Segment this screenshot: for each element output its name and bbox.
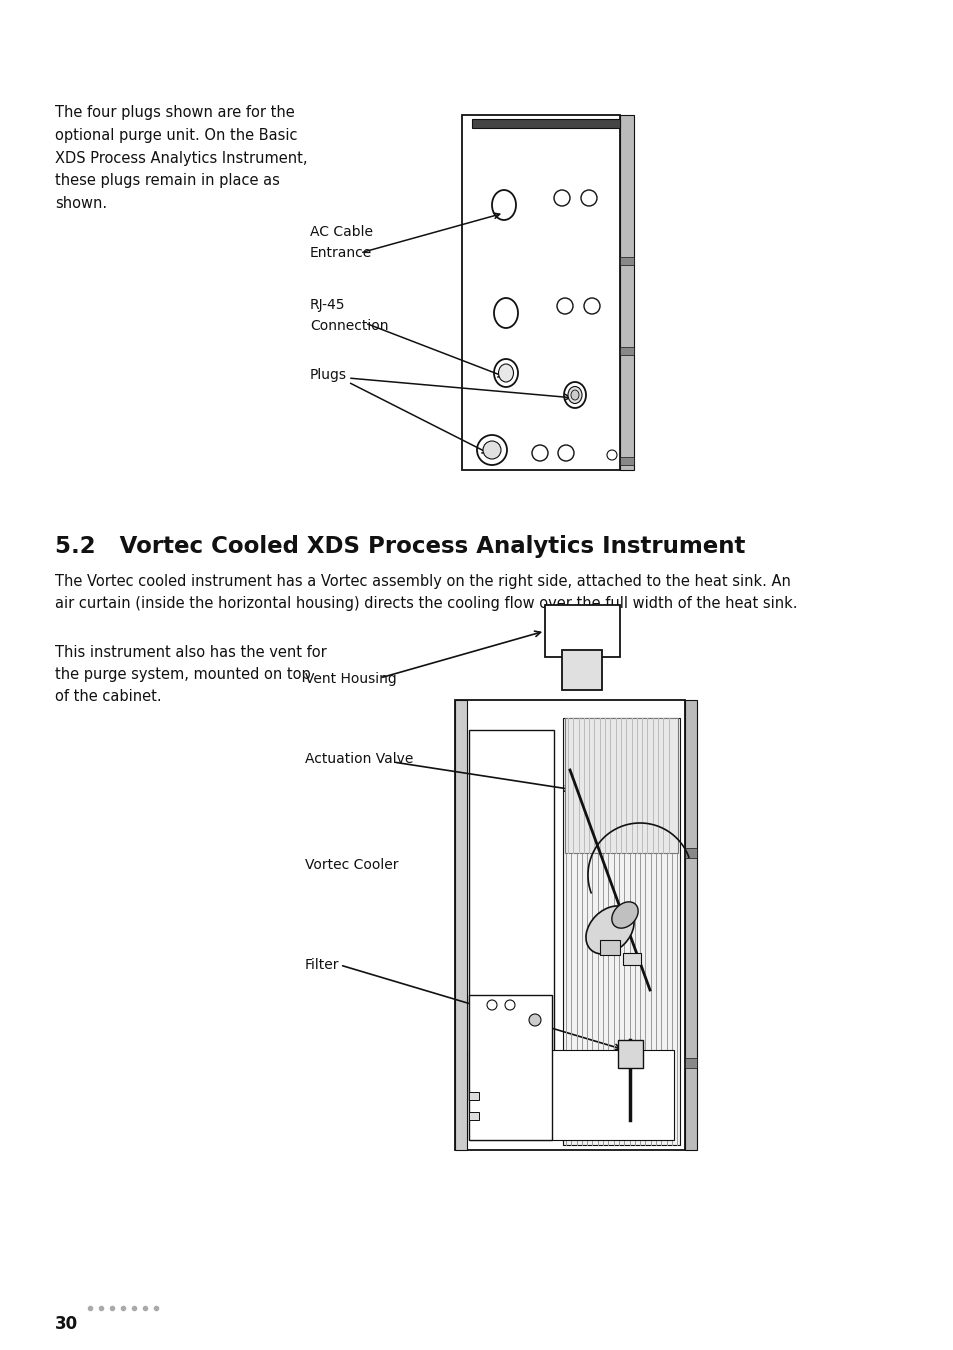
Circle shape xyxy=(583,298,599,315)
Circle shape xyxy=(476,435,506,464)
Circle shape xyxy=(532,446,547,460)
Bar xyxy=(469,730,554,1100)
Text: Vent Housing: Vent Housing xyxy=(305,672,396,686)
Bar xyxy=(561,649,601,690)
Circle shape xyxy=(554,190,569,207)
Circle shape xyxy=(557,298,573,315)
Ellipse shape xyxy=(585,906,634,954)
Bar xyxy=(472,119,619,128)
Bar xyxy=(469,1050,673,1139)
Bar xyxy=(619,256,634,265)
Text: 30: 30 xyxy=(55,1315,78,1332)
Text: The four plugs shown are for the
optional purge unit. On the Basic
XDS Process A: The four plugs shown are for the optiona… xyxy=(55,105,307,211)
Bar xyxy=(684,1058,697,1068)
Text: 5.2   Vortec Cooled XDS Process Analytics Instrument: 5.2 Vortec Cooled XDS Process Analytics … xyxy=(55,535,744,558)
Circle shape xyxy=(482,441,500,459)
Ellipse shape xyxy=(498,364,513,382)
Ellipse shape xyxy=(567,386,581,404)
Bar xyxy=(619,347,634,355)
Text: AC Cable
Entrance: AC Cable Entrance xyxy=(310,225,373,259)
Ellipse shape xyxy=(494,298,517,328)
Ellipse shape xyxy=(571,390,578,400)
Text: The Vortec cooled instrument has a Vortec assembly on the right side, attached t: The Vortec cooled instrument has a Vorte… xyxy=(55,574,797,612)
Ellipse shape xyxy=(492,190,516,220)
Bar xyxy=(461,115,619,470)
Bar xyxy=(455,701,684,1150)
Text: This instrument also has the vent for
the purge system, mounted on top
of the ca: This instrument also has the vent for th… xyxy=(55,645,327,705)
Circle shape xyxy=(606,450,617,460)
Circle shape xyxy=(558,446,574,460)
Text: Filter: Filter xyxy=(305,958,339,972)
Circle shape xyxy=(486,1000,497,1010)
Bar xyxy=(455,701,467,1150)
Bar xyxy=(684,701,697,1150)
Ellipse shape xyxy=(494,359,517,387)
Bar xyxy=(599,940,619,954)
Bar xyxy=(564,718,678,853)
Circle shape xyxy=(504,1000,515,1010)
Bar xyxy=(622,953,640,965)
Bar xyxy=(619,115,634,470)
Text: Plugs: Plugs xyxy=(310,369,347,382)
Bar xyxy=(469,1092,478,1100)
Bar xyxy=(469,1112,478,1120)
Ellipse shape xyxy=(611,902,638,929)
Text: Actuation Valve: Actuation Valve xyxy=(305,752,413,765)
Circle shape xyxy=(529,1014,540,1026)
Text: RJ-45
Connection: RJ-45 Connection xyxy=(310,298,388,332)
Bar xyxy=(544,605,619,657)
Bar xyxy=(562,718,679,1145)
Bar xyxy=(619,458,634,464)
Text: Vortec Cooler: Vortec Cooler xyxy=(305,859,398,872)
Bar xyxy=(618,1040,642,1068)
Bar xyxy=(684,848,697,859)
Bar xyxy=(469,995,552,1139)
Circle shape xyxy=(580,190,597,207)
Ellipse shape xyxy=(563,382,585,408)
